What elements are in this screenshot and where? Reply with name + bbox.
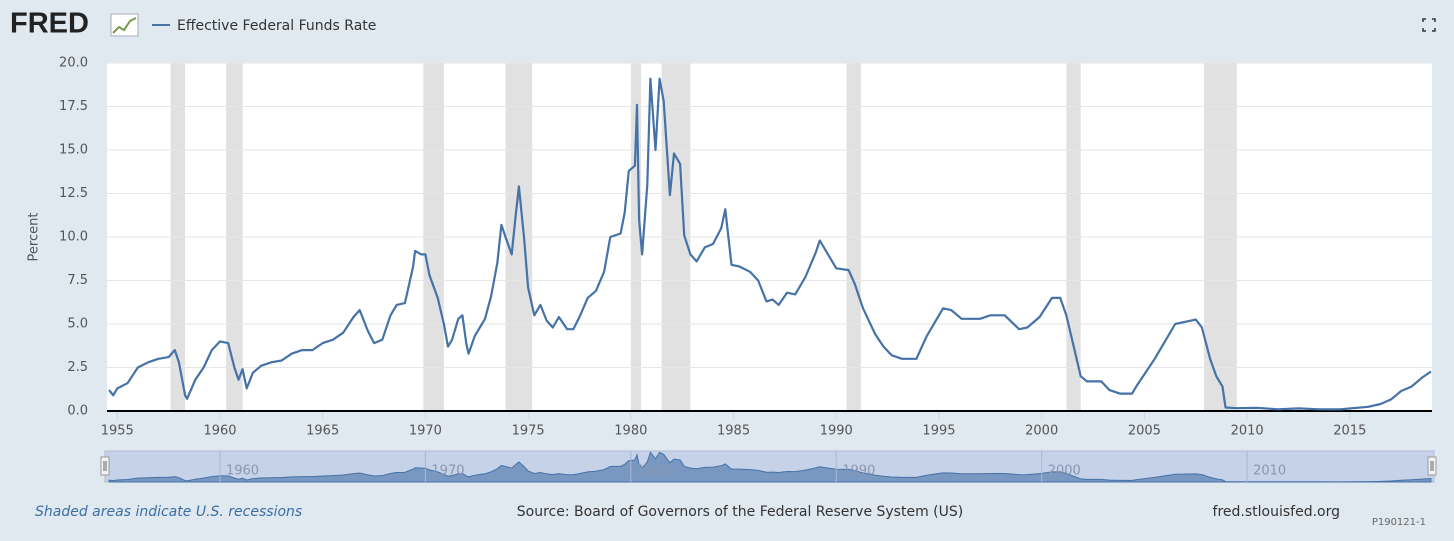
navigator-handle-box[interactable] bbox=[100, 456, 110, 476]
brand-logo: FRED bbox=[10, 8, 89, 40]
navigator-tick-label: 2000 bbox=[1048, 464, 1081, 479]
url[interactable]: fred.stlouisfed.org bbox=[1213, 504, 1340, 520]
y-tick-label: 17.5 bbox=[59, 99, 88, 114]
y-tick-label: 20.0 bbox=[59, 56, 88, 71]
navigator-handle[interactable] bbox=[1427, 456, 1437, 476]
navigator-area bbox=[108, 451, 1432, 483]
navigator-tick-label: 1970 bbox=[431, 464, 464, 479]
y-tick-label: 5.0 bbox=[67, 317, 88, 332]
x-tick-label: 2015 bbox=[1333, 424, 1366, 439]
series-line bbox=[108, 77, 1432, 411]
fullscreen-icon[interactable] bbox=[1422, 18, 1436, 32]
y-tick-label: 10.0 bbox=[59, 230, 88, 245]
x-tick-label: 1990 bbox=[820, 424, 853, 439]
navigator-handle-box[interactable] bbox=[1427, 456, 1437, 476]
navigator-tick-label: 2010 bbox=[1253, 464, 1286, 479]
recession-note: Shaded areas indicate U.S. recessions bbox=[35, 504, 302, 520]
source: Source: Board of Governors of the Federa… bbox=[517, 504, 963, 520]
logo-box bbox=[110, 13, 139, 37]
y-tick-label: 15.0 bbox=[59, 143, 88, 158]
x-tick-label: 1960 bbox=[203, 424, 236, 439]
x-tick-label: 1955 bbox=[101, 424, 134, 439]
x-tick-label: 1995 bbox=[922, 424, 955, 439]
y-tick-label: 0.0 bbox=[67, 404, 88, 419]
legend-label: Effective Federal Funds Rate bbox=[177, 18, 376, 34]
fullscreen-corners[interactable] bbox=[1422, 18, 1436, 32]
y-axis-label: Percent bbox=[27, 213, 42, 262]
x-tick-label: 2000 bbox=[1025, 424, 1058, 439]
x-tick-label: 1975 bbox=[512, 424, 545, 439]
y-tick-label: 7.5 bbox=[67, 273, 88, 288]
x-tick-label: 1970 bbox=[409, 424, 442, 439]
series-id: P190121-1 bbox=[1372, 517, 1426, 528]
x-tick-label: 2005 bbox=[1128, 424, 1161, 439]
logo-line bbox=[112, 17, 137, 34]
y-tick-label: 12.5 bbox=[59, 186, 88, 201]
navigator-handle[interactable] bbox=[100, 456, 110, 476]
x-tick-label: 1980 bbox=[614, 424, 647, 439]
navigator-tick-label: 1980 bbox=[637, 464, 670, 479]
logo-icon bbox=[110, 13, 139, 37]
navigator-tick-label: 1990 bbox=[842, 464, 875, 479]
x-tick-label: 2010 bbox=[1231, 424, 1264, 439]
x-tick-label: 1965 bbox=[306, 424, 339, 439]
navigator-tick-label: 1960 bbox=[226, 464, 259, 479]
x-tick-label: 1985 bbox=[717, 424, 750, 439]
y-tick-label: 2.5 bbox=[67, 360, 88, 375]
